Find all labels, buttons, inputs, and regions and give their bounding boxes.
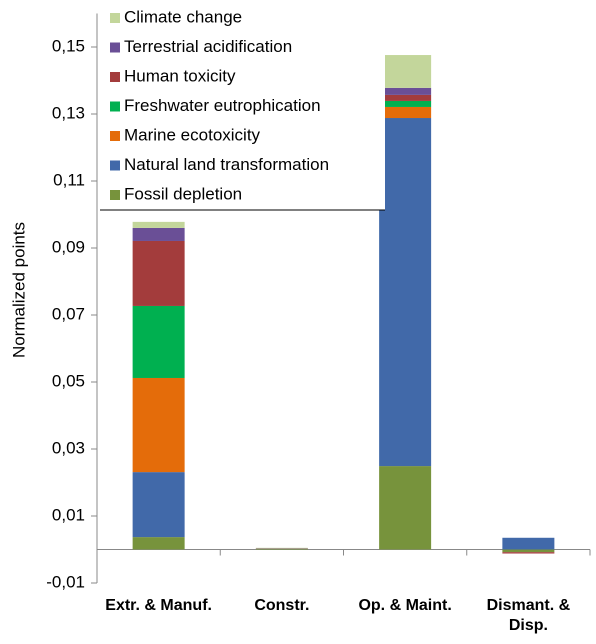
legend-label: Fossil depletion [124,184,242,203]
legend-label: Terrestrial acidification [124,37,292,56]
legend-label: Freshwater eutrophication [124,96,321,115]
x-tick-label: Extr. & Manuf. [105,597,212,614]
bar-segment [379,87,432,95]
legend-swatch [110,190,120,200]
legend-swatch [110,101,120,112]
legend-swatch [110,160,120,171]
bar-segment [379,94,432,101]
bar-segment [379,466,432,550]
y-tick-label: 0,15 [52,36,85,55]
bar-segment [132,227,185,241]
bar-segment [255,548,308,550]
bar-segment [132,240,185,306]
y-tick-label: 0,13 [52,103,85,122]
x-tick-label: Dismant. & Disp. [486,597,571,634]
legend-swatch [110,13,120,23]
y-tick-label: 0,05 [52,371,85,390]
legend-swatch [110,131,120,141]
bar-segment [132,305,185,378]
bar-segment [132,221,185,228]
legend-label: Human toxicity [124,66,236,85]
bar-segment [379,55,432,88]
bar-segment [132,537,185,550]
legend-label: Climate change [124,7,242,26]
x-tick-label: Constr. [254,597,310,614]
bar-segment [132,377,185,473]
legend-label: Marine ecotoxicity [124,125,261,144]
y-tick-label: -0,01 [46,572,85,591]
legend-box [100,6,385,210]
bar-segment [502,537,555,550]
bar-segment [379,106,432,119]
y-axis-label: Normalized points [9,222,28,358]
legend-label: Natural land transformation [124,155,329,174]
bar-segment [502,552,555,554]
y-tick-label: 0,01 [52,505,85,524]
bar-segment [379,100,432,107]
y-tick-label: 0,03 [52,438,85,457]
legend-swatch [110,42,120,53]
y-tick-label: 0,11 [53,170,85,189]
y-tick-label: 0,07 [52,304,85,323]
y-tick-label: 0,09 [52,237,85,256]
bar-segment [502,549,555,553]
bar-segment [132,472,185,538]
x-tick-label: Op. & Maint. [358,597,452,614]
bar-segment [379,118,432,467]
legend-swatch [110,72,120,82]
